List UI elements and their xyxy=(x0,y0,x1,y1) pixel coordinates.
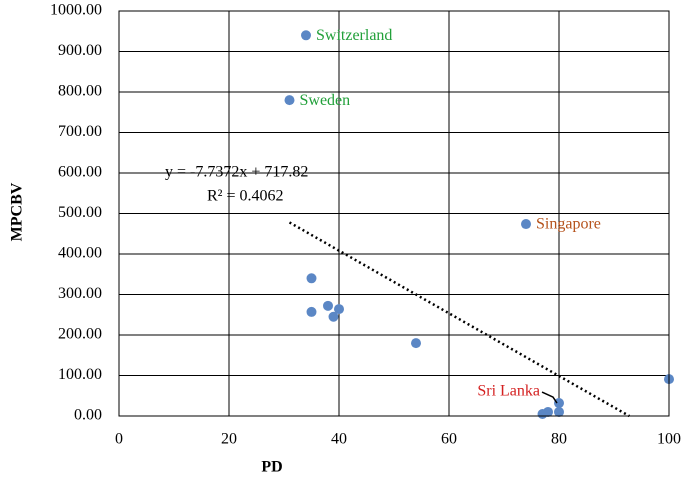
point xyxy=(334,304,344,315)
y-tick-label: 0.00 xyxy=(74,407,102,424)
x-tick-label: 60 xyxy=(441,431,457,448)
trend-equation: y = -7.7372x + 717.82 xyxy=(165,164,308,181)
y-tick-label: 600.00 xyxy=(58,164,102,181)
x-tick-label: 80 xyxy=(551,431,567,448)
annotation: Switzerland xyxy=(316,27,392,44)
point xyxy=(284,95,295,106)
annotation: Sweden xyxy=(300,92,351,109)
x-axis-title: PD xyxy=(261,459,282,476)
x-tick-label: 0 xyxy=(115,431,123,448)
point xyxy=(554,398,564,409)
point xyxy=(521,219,531,230)
point xyxy=(328,311,339,322)
point xyxy=(537,408,548,419)
trend-r-squared: R² = 0.4062 xyxy=(207,188,284,205)
y-tick-label: 800.00 xyxy=(58,83,102,100)
point xyxy=(301,30,311,41)
y-tick-label: 100.00 xyxy=(58,366,102,383)
x-tick-label: 20 xyxy=(221,431,237,448)
point xyxy=(554,406,564,417)
plot-border xyxy=(118,10,670,417)
y-tick-label: 700.00 xyxy=(58,123,102,140)
trendline xyxy=(288,221,631,418)
annotation: Singapore xyxy=(536,216,601,233)
x-tick-label: 40 xyxy=(331,431,347,448)
y-tick-label: 500.00 xyxy=(58,204,102,221)
x-tick-label: 100 xyxy=(657,431,681,448)
point xyxy=(306,273,317,284)
y-axis-title: MPCBV xyxy=(9,182,26,241)
y-tick-label: 1000.00 xyxy=(50,2,102,19)
point xyxy=(323,300,333,311)
y-tick-label: 400.00 xyxy=(58,245,102,262)
leader-line xyxy=(541,391,558,404)
y-tick-label: 200.00 xyxy=(58,326,102,343)
point xyxy=(411,338,421,349)
point xyxy=(306,306,317,317)
y-tick-label: 900.00 xyxy=(58,42,102,59)
annotation: Sri Lanka xyxy=(477,383,540,400)
y-tick-label: 300.00 xyxy=(58,285,102,302)
